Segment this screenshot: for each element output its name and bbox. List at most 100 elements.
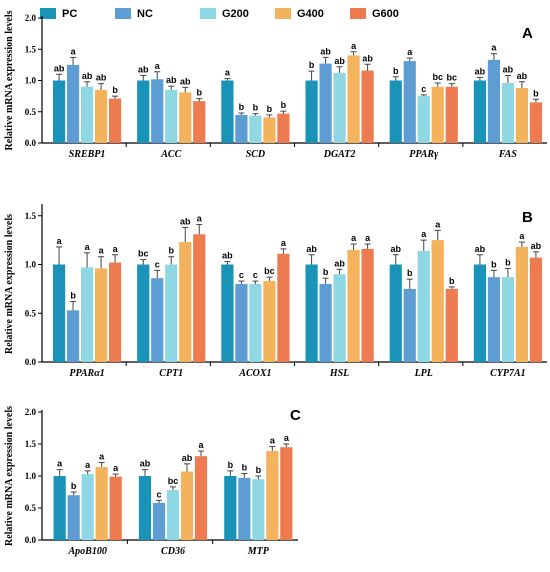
significance-letter: ab (320, 46, 331, 56)
significance-letter: ab (531, 241, 542, 251)
significance-letter: a (270, 436, 276, 446)
legend-label: G400 (297, 8, 324, 20)
bar (151, 79, 164, 143)
category-label: SREBP1 (69, 149, 106, 160)
significance-letter: ab (503, 65, 514, 75)
significance-letter: b (505, 257, 511, 267)
significance-letter: a (491, 43, 497, 53)
bar (81, 474, 94, 540)
bar (52, 80, 66, 143)
significance-letter: ab (334, 56, 345, 66)
legend-swatch (115, 8, 131, 19)
bar (529, 257, 543, 362)
significance-letter: ab (362, 53, 373, 63)
bar (80, 267, 94, 362)
legend-swatch (350, 8, 366, 19)
significance-letter: ab (334, 258, 345, 268)
legend-label: PC (62, 8, 77, 20)
y-tick-label: 2.0 (25, 13, 37, 23)
significance-letter: a (351, 233, 357, 243)
bar (501, 83, 515, 143)
y-tick-label: 0.0 (25, 138, 37, 148)
significance-letter: b (112, 85, 118, 95)
significance-letter: ab (182, 453, 193, 463)
significance-letter: b (533, 88, 539, 98)
bar (473, 264, 487, 362)
bar (305, 80, 318, 143)
bar (487, 59, 501, 143)
bar (305, 264, 318, 362)
category-label: PPARα1 (69, 368, 104, 379)
y-tick-label: 0.5 (25, 503, 37, 513)
bar (266, 451, 279, 540)
bar (417, 96, 430, 143)
bar (221, 80, 234, 143)
bar (108, 98, 122, 143)
y-axis-label: Relative mRNA expression levels (4, 406, 15, 546)
category-label: CPT1 (159, 368, 183, 379)
bar (431, 86, 444, 143)
legend-label: G600 (372, 8, 399, 20)
bar (333, 73, 346, 143)
significance-letter: b (407, 268, 413, 278)
category-label: FAS (498, 149, 517, 160)
y-tick-label: 1.5 (25, 439, 37, 449)
y-tick-label: 2.0 (25, 407, 37, 417)
y-tick-label: 0.5 (25, 107, 37, 117)
category-label: ACC (160, 149, 181, 160)
bar (333, 274, 346, 362)
significance-letter: b (281, 100, 287, 110)
significance-letter: a (99, 452, 105, 462)
significance-letter: b (169, 246, 175, 256)
significance-letter: b (267, 104, 273, 114)
bar (53, 476, 66, 540)
significance-letter: a (71, 46, 77, 56)
bar (280, 447, 293, 540)
bar (52, 264, 66, 362)
significance-letter: b (309, 60, 315, 70)
significance-letter: a (435, 219, 441, 229)
significance-letter: b (70, 291, 76, 301)
bar (137, 80, 150, 143)
y-tick-label: 0.0 (25, 535, 37, 545)
bar (221, 264, 234, 362)
significance-letter: b (323, 267, 329, 277)
bar (194, 456, 208, 540)
significance-letter: a (113, 244, 119, 254)
bar (94, 268, 108, 362)
bar (403, 61, 416, 143)
significance-letter: c (239, 270, 244, 280)
significance-letter: ab (96, 73, 107, 83)
significance-letter: a (365, 233, 371, 243)
bar (501, 277, 515, 362)
chart-panels: 0.0 0.5 1.0 1.5 2.0 Relative mRNA expression … (4, 10, 547, 557)
panel-label: C (290, 407, 301, 424)
bar (193, 234, 206, 362)
bar (515, 246, 529, 362)
bar (319, 63, 332, 143)
legend-label: G200 (222, 8, 249, 20)
bar (165, 89, 178, 143)
bar (66, 64, 80, 143)
significance-letter: a (225, 68, 231, 78)
bar (249, 284, 262, 362)
significance-letter: a (113, 463, 119, 473)
category-label: ApoB100 (67, 546, 106, 557)
bar (179, 242, 192, 362)
bar (473, 80, 487, 143)
significance-letter: ab (390, 244, 401, 254)
legend-item: G400 (275, 8, 324, 20)
category-label: HSL (329, 368, 349, 379)
bar (95, 467, 108, 540)
significance-letter: a (281, 238, 287, 248)
legend-item: PC (40, 8, 77, 20)
category-label: MTP (247, 546, 270, 557)
significance-letter: b (197, 88, 203, 98)
significance-letter: a (198, 440, 204, 450)
bar (361, 70, 374, 143)
